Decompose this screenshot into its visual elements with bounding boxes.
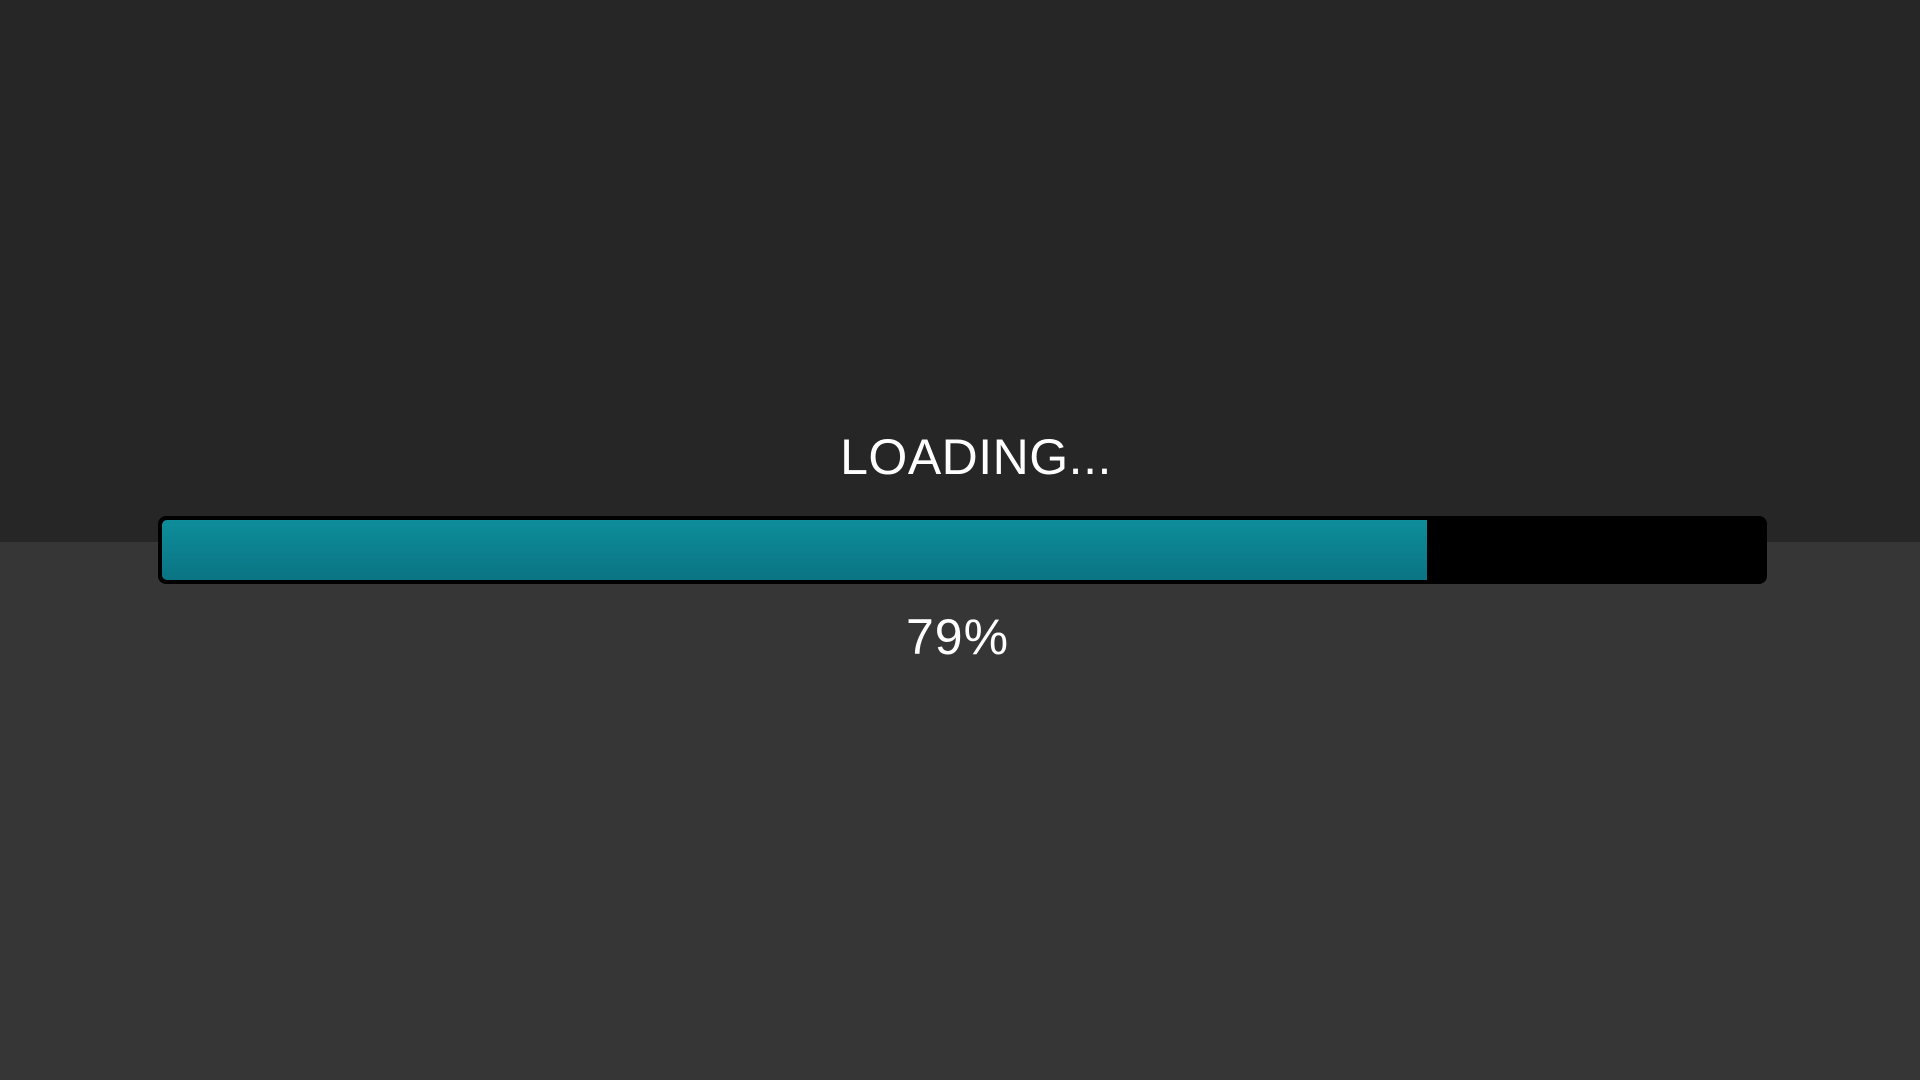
loading-status-text: LOADING... xyxy=(840,429,1112,485)
progress-bar-fill xyxy=(162,520,1427,580)
background-top xyxy=(0,0,1920,542)
progress-bar-track xyxy=(158,516,1767,584)
background-bottom xyxy=(0,542,1920,1080)
progress-percent-text: 79% xyxy=(905,609,1010,665)
